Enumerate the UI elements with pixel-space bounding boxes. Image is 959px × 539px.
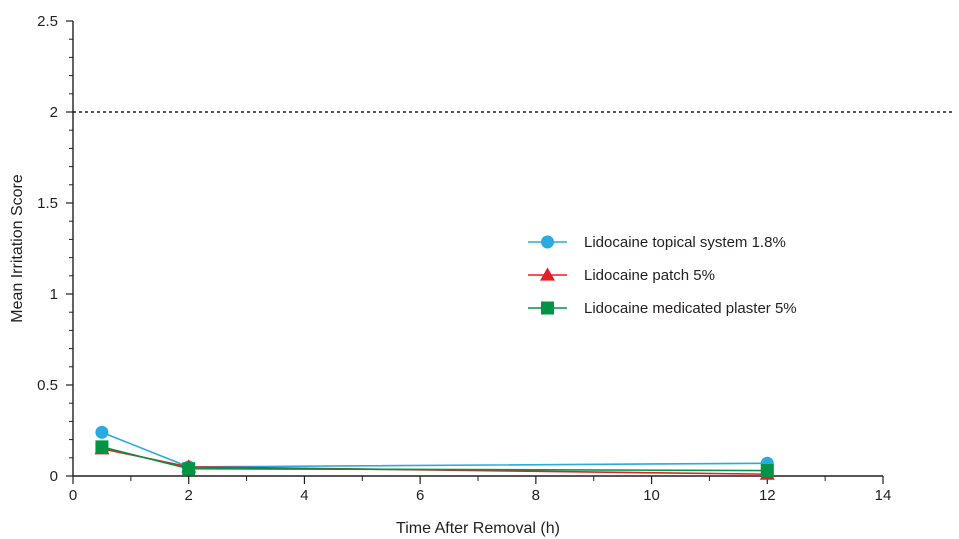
legend-label: Lidocaine medicated plaster 5% — [584, 300, 797, 317]
y-tick-label: 2.5 — [37, 13, 58, 30]
series-line — [101, 431, 768, 468]
y-axis-title: Mean Irritation Score — [9, 174, 26, 323]
legend-marker — [541, 235, 554, 249]
legend-marker — [541, 301, 554, 315]
x-tick-label: 14 — [875, 487, 892, 504]
x-tick-label: 4 — [300, 487, 308, 504]
series-2 — [95, 440, 774, 478]
legend-marker — [540, 267, 555, 281]
axes-group: 0 0.5 1 1.5 2 2.5 0 2 4 6 8 10 12 14 — [37, 13, 891, 504]
x-tick-label: 0 — [69, 487, 77, 504]
legend-item: Lidocaine medicated plaster 5% — [528, 300, 797, 317]
data-point-square — [760, 464, 774, 478]
y-tick-label: 1.5 — [37, 195, 58, 212]
data-point-square — [95, 440, 109, 454]
x-tick-label: 6 — [416, 487, 424, 504]
series-group — [94, 425, 775, 480]
data-point-square — [182, 462, 196, 476]
data-point-circle — [95, 425, 109, 439]
legend-label: Lidocaine patch 5% — [584, 267, 715, 284]
series-1 — [94, 441, 775, 480]
x-tick-label: 8 — [532, 487, 540, 504]
y-tick-label: 0 — [50, 468, 58, 485]
y-tick-label: 0.5 — [37, 377, 58, 394]
x-tick-label: 2 — [185, 487, 193, 504]
legend: Lidocaine topical system 1.8% Lidocaine p… — [528, 234, 797, 317]
x-tick-label: 10 — [643, 487, 660, 504]
x-tick-label: 12 — [759, 487, 776, 504]
legend-item: Lidocaine topical system 1.8% — [528, 234, 786, 251]
legend-label: Lidocaine topical system 1.8% — [584, 234, 786, 251]
y-tick-label: 2 — [50, 104, 58, 121]
y-tick-label: 1 — [50, 286, 58, 303]
legend-item: Lidocaine patch 5% — [528, 267, 715, 284]
x-axis-title: Time After Removal (h) — [396, 520, 560, 537]
